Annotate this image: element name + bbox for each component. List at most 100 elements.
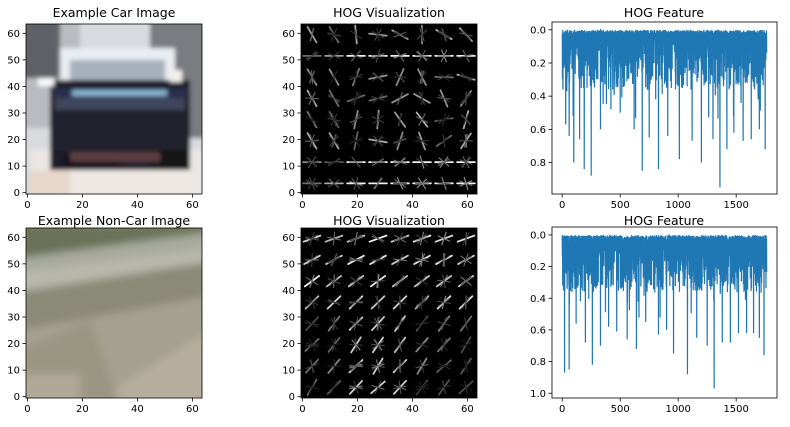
hog-gradient-stroke xyxy=(462,49,470,62)
hog-gradient-stroke xyxy=(442,380,446,395)
hog-gradient-stroke xyxy=(327,301,341,304)
y-tick-label: 20 xyxy=(7,339,20,350)
hog-gradient-stroke xyxy=(373,135,383,147)
hog-gradient-stroke xyxy=(327,236,341,241)
hog-gradient-stroke xyxy=(460,72,472,82)
y-tick-label: 10 xyxy=(7,366,20,377)
hog-gradient-stroke xyxy=(373,339,383,351)
hog-gradient-stroke xyxy=(305,385,319,390)
hog-gradient-stroke xyxy=(393,235,407,242)
hog-gradient-stroke xyxy=(349,258,363,262)
hog-gradient-stroke xyxy=(331,112,337,127)
hog-gradient-stroke xyxy=(371,280,385,283)
y-tick-label: 0.8 xyxy=(530,158,546,169)
hog-gradient-stroke xyxy=(461,296,471,309)
hog-gradient-stroke xyxy=(329,135,339,147)
y-tick-label: 20 xyxy=(7,135,20,146)
hog-gradient-stroke xyxy=(437,300,451,305)
panel-hog-feature-non-car: HOG Feature 0 500 1000 1500 0.0 0.2 0.4 0.6 0.8… xyxy=(530,213,778,415)
hog-gradient-stroke xyxy=(372,234,384,244)
y-ticks: 0.0 0.2 0.4 0.6 0.8 1.0 xyxy=(530,230,552,400)
hog-gradient-stroke xyxy=(332,359,336,374)
y-tick-label: 10 xyxy=(282,162,295,173)
hog-gradient-stroke xyxy=(395,339,405,351)
hog-gradient-stroke xyxy=(461,156,471,169)
hog-gradient-stroke xyxy=(441,232,447,246)
y-ticks: 0 10 20 30 40 50 60 xyxy=(282,29,301,199)
hog-gradient-stroke xyxy=(398,112,402,127)
hog-gradient-stroke xyxy=(441,176,447,190)
hog-gradient-stroke xyxy=(353,27,359,42)
x-tick-label: 1500 xyxy=(723,200,748,211)
hog-gradient-stroke xyxy=(460,318,472,329)
axes-frame xyxy=(300,23,478,195)
hog-gradient-stroke xyxy=(349,116,363,124)
y-tick-label: 0.2 xyxy=(530,58,546,69)
x-ticks: 0 20 40 60 xyxy=(24,194,199,211)
hog-gradient-stroke xyxy=(329,381,339,394)
y-tick-label: 0 xyxy=(14,188,20,199)
axes-frame xyxy=(551,226,778,399)
hog-gradient-stroke xyxy=(459,180,473,187)
hog-gradient-stroke xyxy=(305,116,319,124)
hog-gradient-stroke xyxy=(309,274,315,288)
axes-frame xyxy=(25,227,203,399)
x-tick-label: 20 xyxy=(76,200,89,211)
hog-gradient-stroke xyxy=(327,53,341,59)
y-tick-label: 50 xyxy=(7,55,20,66)
x-tick-label: 60 xyxy=(461,404,474,415)
x-tick-label: 20 xyxy=(351,404,364,415)
hog-gradient-stroke xyxy=(349,52,363,59)
hog-gradient-stroke xyxy=(393,159,407,165)
y-ticks: 0.0 0.2 0.4 0.6 0.8 xyxy=(530,25,552,169)
hog-cells xyxy=(302,231,476,397)
x-tick-label: 0 xyxy=(299,200,305,211)
hog-gradient-stroke xyxy=(371,363,385,369)
hog-gradient-stroke xyxy=(305,320,319,328)
panel-title: Example Car Image xyxy=(53,5,176,20)
hog-gradient-stroke xyxy=(419,70,425,84)
hog-gradient-stroke xyxy=(415,236,429,241)
hog-gradient-stroke xyxy=(416,158,428,167)
hog-gradient-stroke xyxy=(371,31,385,38)
hog-gradient-stroke xyxy=(374,177,382,190)
hog-gradient-stroke xyxy=(442,133,446,148)
panel-hog-feature-car: HOG Feature 0 500 1000 1500 0.0 0.2 0.4 0.6 0.8 xyxy=(530,5,778,211)
hog-gradient-stroke xyxy=(396,92,404,105)
x-tick-label: 40 xyxy=(131,404,144,415)
hog-gradient-stroke xyxy=(306,234,318,243)
y-tick-label: 40 xyxy=(7,82,20,93)
hog-background xyxy=(301,228,477,398)
hog-gradient-stroke xyxy=(461,114,471,126)
hog-gradient-stroke xyxy=(351,339,361,351)
panel-title: HOG Feature xyxy=(624,213,704,228)
hog-gradient-stroke xyxy=(329,29,339,41)
hog-gradient-stroke xyxy=(463,359,469,373)
x-tick-label: 0 xyxy=(24,404,30,415)
y-tick-label: 60 xyxy=(282,29,295,40)
x-tick-label: 1500 xyxy=(723,404,748,415)
hog-gradient-stroke xyxy=(440,338,448,352)
x-tick-label: 60 xyxy=(461,200,474,211)
y-tick-label: 20 xyxy=(282,339,295,350)
hog-gradient-stroke xyxy=(395,275,405,287)
y-tick-label: 60 xyxy=(282,233,295,244)
hog-gradient-stroke xyxy=(419,359,425,373)
x-ticks: 0 20 40 60 xyxy=(299,194,474,211)
hog-gradient-stroke xyxy=(418,92,426,105)
hog-gradient-stroke xyxy=(374,381,382,394)
y-tick-label: 50 xyxy=(282,259,295,270)
hog-gradient-stroke xyxy=(353,380,359,394)
y-tick-label: 0 xyxy=(289,188,295,199)
x-tick-label: 0 xyxy=(24,200,30,211)
panel-car-image: Example Car Image xyxy=(7,5,203,211)
hog-gradient-stroke xyxy=(374,317,382,330)
hog-gradient-stroke xyxy=(461,275,471,287)
y-tick-label: 0.6 xyxy=(530,325,546,336)
hog-gradient-stroke xyxy=(395,135,405,147)
hog-gradient-stroke xyxy=(418,253,426,267)
hog-gradient-stroke xyxy=(331,70,337,84)
hog-gradient-stroke xyxy=(415,116,429,123)
y-tick-label: 30 xyxy=(7,108,20,119)
panel-hog-visualization-car: HOG Visualization 0 20 40 60 0 10 20 30 40 50 60 xyxy=(282,5,478,211)
